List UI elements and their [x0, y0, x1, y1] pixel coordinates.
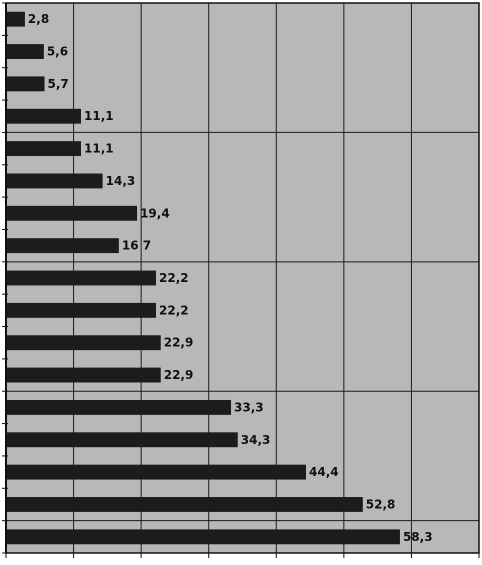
data-label-3: 11,1	[84, 109, 114, 123]
bars	[6, 11, 400, 545]
data-label-2: 5,7	[48, 77, 69, 91]
data-label-13: 34,3	[241, 433, 271, 447]
bar-10	[6, 335, 161, 351]
bar-15	[6, 497, 363, 512]
data-label-1: 5,6	[47, 45, 68, 59]
bar-9	[6, 302, 157, 318]
bar-3	[6, 108, 82, 124]
data-label-7: 16 7	[122, 239, 151, 253]
bar-8	[6, 270, 157, 286]
data-label-4: 11,1	[84, 142, 114, 156]
data-label-15: 52,8	[366, 497, 396, 511]
data-label-8: 22,2	[159, 271, 189, 285]
bar-1	[6, 44, 44, 59]
data-labels: 2,8 5,6 5,7 11,1 11,1 14,3 19,4 16 7 22,2 22,2 22,…	[28, 12, 433, 544]
data-label-6: 19,4	[140, 206, 170, 220]
bar-13	[6, 432, 238, 448]
bar-6	[6, 205, 138, 221]
data-label-12: 33,3	[234, 400, 264, 414]
bar-2	[6, 76, 45, 92]
bar-16	[6, 529, 400, 545]
data-label-11: 22,9	[164, 368, 194, 382]
data-label-10: 22,9	[164, 336, 194, 350]
bar-4	[6, 141, 82, 157]
bar-7	[6, 238, 119, 254]
bar-5	[6, 173, 103, 189]
bar-14	[6, 464, 307, 480]
bar-12	[6, 399, 232, 415]
data-label-14: 44,4	[309, 465, 339, 479]
data-label-0: 2,8	[28, 12, 49, 26]
data-label-9: 22,2	[159, 303, 189, 317]
data-label-5: 14,3	[106, 174, 136, 188]
data-label-16: 58,3	[403, 530, 433, 544]
axes	[2, 2, 480, 558]
bar-11	[6, 367, 161, 383]
bar-0	[6, 11, 25, 27]
